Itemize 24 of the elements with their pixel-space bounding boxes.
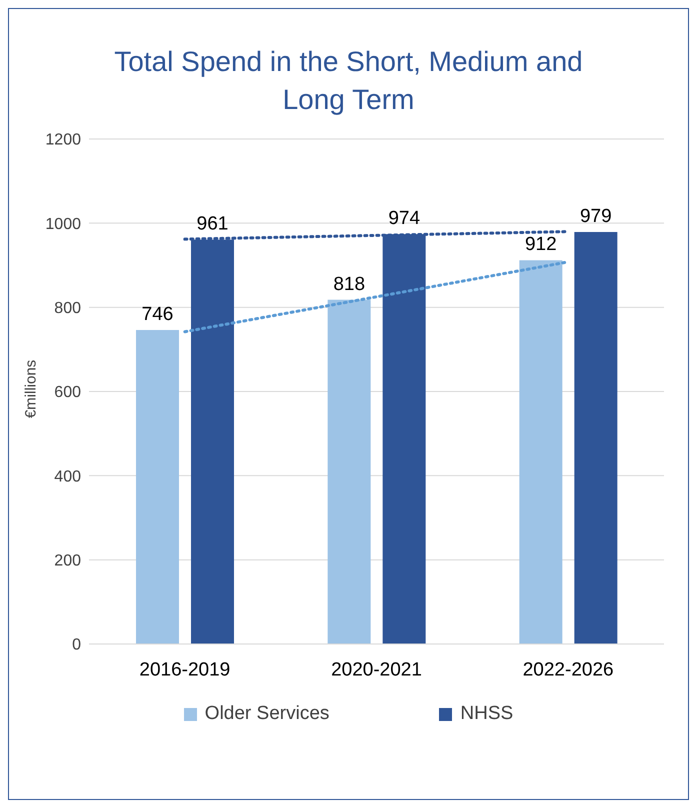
x-tick-label: 2020-2021 [331,659,422,680]
data-label: 746 [142,304,174,326]
y-tick-label: 0 [72,636,82,654]
x-tick-label: 2016-2019 [139,659,230,680]
y-tick-label: 600 [54,384,82,402]
data-label: 818 [333,274,366,295]
chart-title: Total Spend in the Short, Medium and Long Term [113,45,584,117]
bar [328,300,371,644]
data-label: 961 [196,214,228,235]
y-tick-label: 1000 [45,216,82,233]
data-label: 912 [524,234,557,256]
data-label: 974 [388,208,420,230]
y-tick-label: 1200 [45,132,82,149]
y-tick-label: 200 [54,552,82,570]
y-tick-label: 800 [54,300,82,318]
data-label: 979 [580,206,612,228]
bar [574,232,618,644]
legend-label: Older Services [204,703,330,725]
bar [519,260,562,644]
y-tick-label: 400 [54,468,82,486]
legend-label: NHSS [460,703,514,725]
y-axis-title: €millions [22,360,40,418]
x-tick-label: 2022-2026 [522,659,614,680]
bar [136,330,179,644]
